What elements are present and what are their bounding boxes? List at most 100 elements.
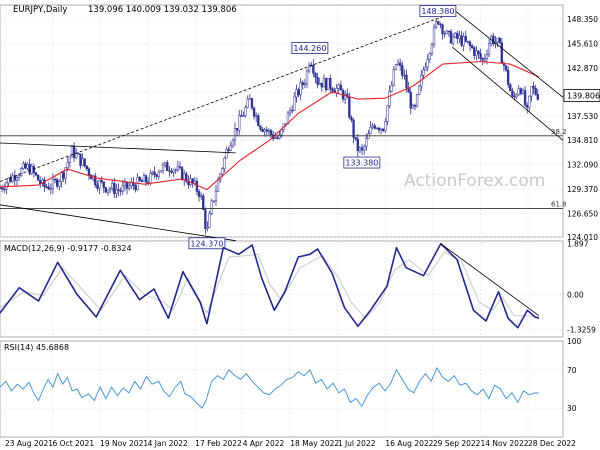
candle-body (185, 173, 188, 182)
y-tick-label: -1.3259 (567, 326, 596, 335)
candle-body (348, 96, 351, 118)
candle-body (500, 42, 503, 64)
candle-body (0, 187, 4, 190)
rsi-line (0, 366, 539, 409)
fib-level-label: 61.8 (551, 200, 567, 208)
candle-body (161, 164, 165, 171)
candle-body (255, 115, 258, 117)
trendline (0, 204, 236, 242)
x-tick-label: 17 Feb 2022 (195, 439, 242, 448)
price-label: 148.380 (419, 5, 457, 18)
candle-body (180, 167, 184, 181)
candle-body (174, 169, 177, 171)
candle-body (142, 175, 146, 182)
moving-average-line (0, 60, 540, 191)
candle-body (418, 85, 421, 95)
candle-body (449, 31, 453, 44)
candle-body (36, 174, 40, 181)
candle-body (496, 37, 499, 43)
candle-body (248, 98, 251, 100)
candle-body (102, 181, 105, 188)
candle-body (34, 172, 38, 176)
candle-body (238, 115, 241, 131)
candle-body (221, 168, 224, 175)
candle-body (202, 195, 205, 210)
watermark: ActionForex.com (404, 171, 545, 191)
candle-body (166, 162, 169, 171)
x-tick-label: 28 Dec 2022 (528, 439, 576, 448)
price-label-box (291, 42, 329, 54)
candle-body (350, 117, 353, 121)
candle-body (358, 147, 362, 152)
y-tick-label: 137.530 (567, 112, 598, 121)
candle-body (3, 188, 6, 191)
candle-body (58, 181, 61, 187)
candle-body (401, 65, 404, 76)
candle-body (43, 179, 46, 187)
candle-body (85, 165, 88, 170)
candle-body (244, 107, 247, 116)
candle-body (422, 69, 425, 76)
candle-body (379, 128, 383, 131)
candle-body (454, 32, 457, 38)
price-label-text: 133.380 (345, 159, 378, 168)
candle-body (286, 112, 290, 125)
candle-body (60, 172, 63, 182)
y-tick-label: 100 (567, 337, 582, 346)
candle-body (426, 58, 429, 68)
candle-body (329, 77, 332, 89)
x-tick-label: 19 Nov 2021 (100, 439, 148, 448)
candle-body (195, 180, 199, 192)
candle-body (363, 146, 366, 151)
candle-body (64, 167, 67, 179)
candle-body (96, 184, 99, 189)
candle-body (413, 105, 417, 107)
candle-body (396, 62, 400, 65)
candle-body (392, 69, 395, 86)
price-label: 124.370 (188, 237, 226, 250)
candle-body (117, 189, 120, 191)
candle-body (49, 188, 52, 190)
chart-header-ohlc: 139.096 140.009 139.032 139.806 (88, 5, 237, 15)
candle-body (128, 185, 131, 189)
candle-body (297, 89, 300, 96)
candle-body (506, 69, 510, 85)
candle-body (98, 180, 101, 189)
candle-body (386, 105, 389, 122)
panel-frame (0, 240, 564, 338)
candle-body (0, 187, 2, 189)
candle-body (316, 77, 319, 85)
y-tick-label: 126.650 (567, 209, 598, 218)
price-label-text: 148.380 (421, 7, 454, 16)
candle-body (113, 183, 116, 195)
candle-body (322, 78, 326, 88)
candle-body (246, 98, 249, 108)
candle-body (45, 186, 48, 188)
y-tick-label: 1.897 (567, 240, 589, 249)
candle-body (492, 35, 495, 44)
candle-body (214, 191, 218, 202)
macd-panel (0, 242, 540, 329)
candle-body (409, 92, 412, 109)
candle-body (356, 138, 359, 152)
candle-body (123, 182, 127, 187)
candle-body (312, 64, 315, 74)
candle-body (411, 105, 415, 109)
candle-body (515, 94, 518, 98)
candle-body (267, 130, 271, 132)
candle-body (235, 128, 239, 131)
candle-body (197, 191, 201, 197)
candle-body (28, 164, 31, 174)
candle-body (70, 146, 74, 158)
candle-body (534, 87, 537, 95)
candle-body (415, 94, 419, 107)
macd-signal-line (0, 251, 539, 320)
candle-body (51, 178, 55, 189)
x-tick-label: 16 Aug 2022 (385, 439, 433, 448)
candle-body (394, 64, 398, 70)
candle-body (149, 173, 152, 184)
candle-body (172, 169, 175, 173)
candle-body (439, 23, 442, 26)
candle-body (432, 26, 436, 45)
